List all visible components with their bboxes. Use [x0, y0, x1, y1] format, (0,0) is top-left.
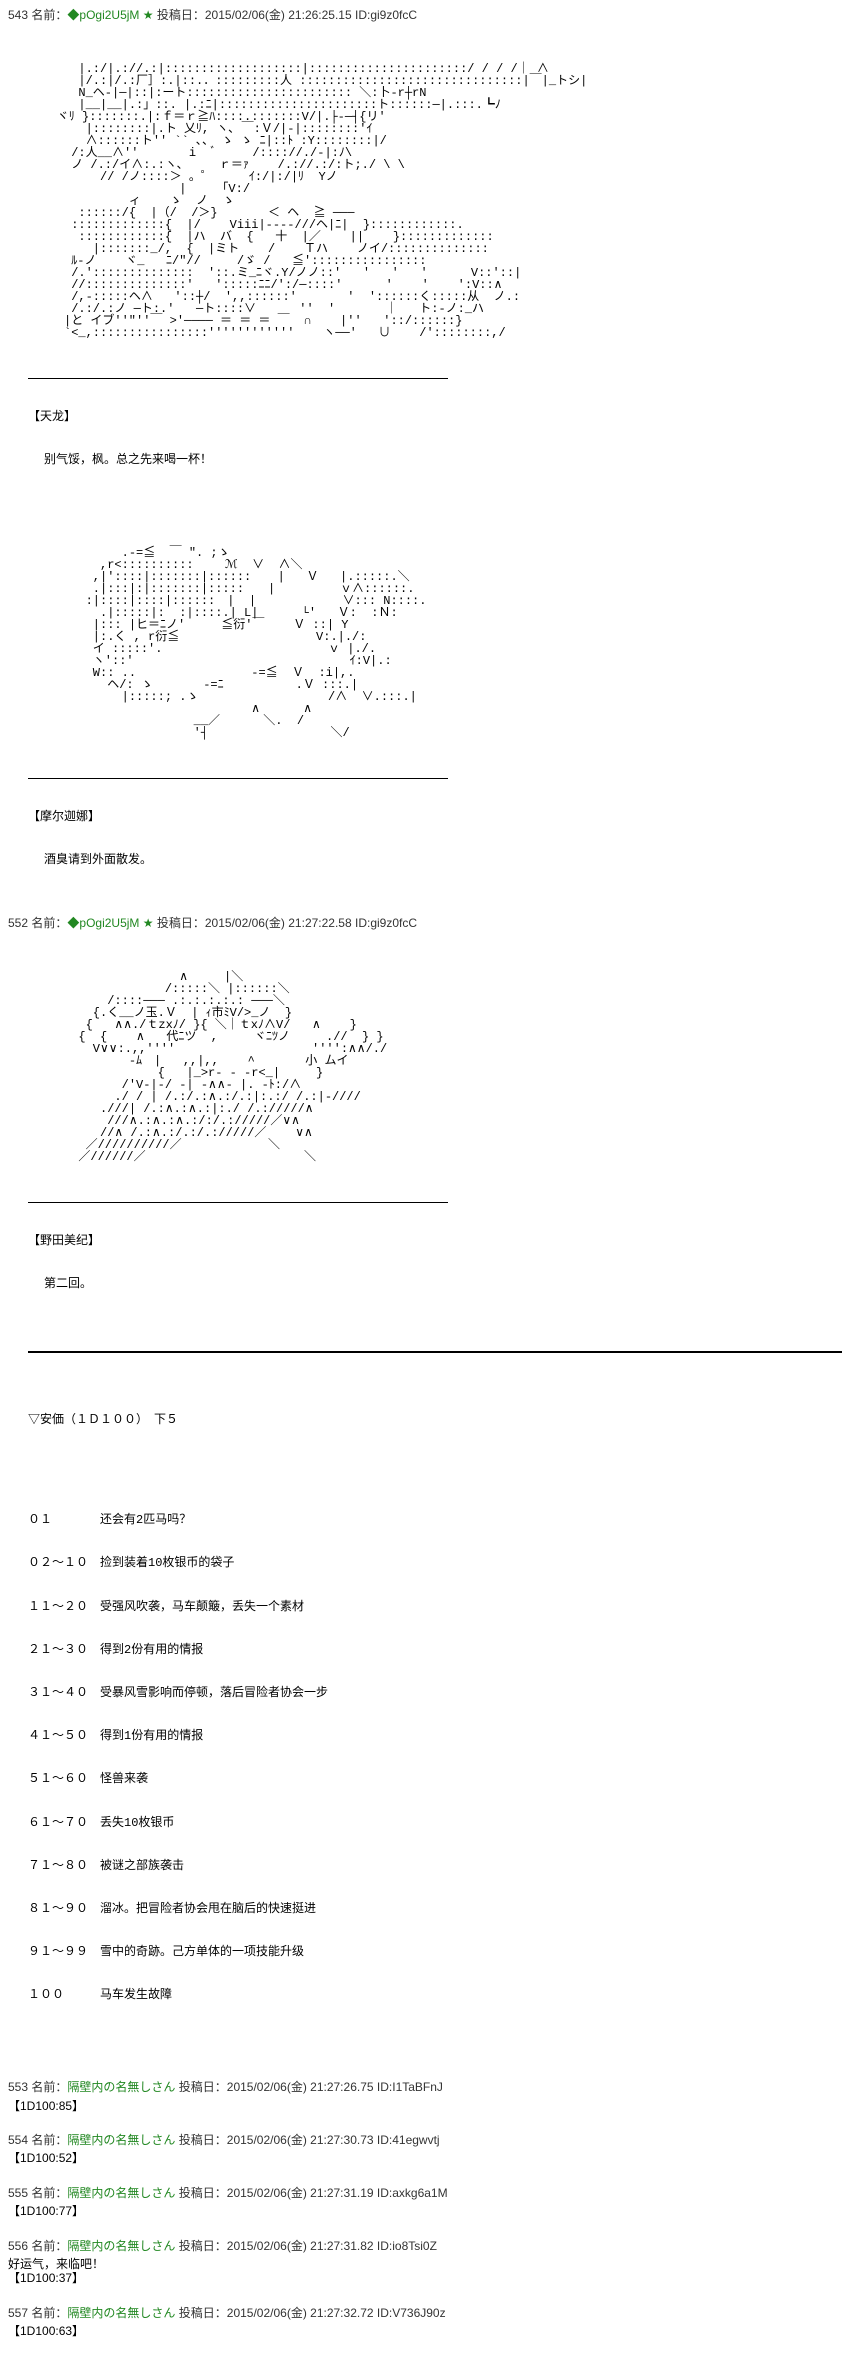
option-row: １１～２０ 受强风吹袭，马车颠簸，丢失一个素材 [28, 1600, 842, 1614]
ascii-art-3: ∧ |＼ /:::::＼ |::::::＼ /::::─── .:.:.:.:.… [28, 971, 842, 1163]
poster-name: 隔壁内の名無しさん [67, 2133, 175, 2147]
ascii-art-1: |.:/|.://.:|:::::::::::::::::::|::::::::… [28, 63, 842, 339]
post-date: 2015/02/06(金) 21:27:22.58 [205, 916, 352, 930]
poster-name: 隔壁内の名無しさん [67, 2080, 175, 2094]
post-body: 【1D100:37】 [8, 2271, 842, 2285]
option-row: ９１～９９ 雪中的奇跡。己方单体的一项技能升级 [28, 1945, 842, 1959]
character-name: 【摩尔迦娜】 [28, 810, 842, 824]
post-id: 41egwvtj [392, 2133, 439, 2147]
post-date: 2015/02/06(金) 21:27:26.75 [227, 2080, 374, 2094]
option-row: ４１～５０ 得到1份有用的情报 [28, 1729, 842, 1743]
dialog-text: 酒臭请到外面散发。 [44, 853, 842, 867]
date-label: 投稿日： [179, 2080, 227, 2094]
post-number: 555 [8, 2186, 28, 2200]
post-555: 555 名前：隔壁内の名無しさん 投稿日：2015/02/06(金) 21:27… [8, 2186, 842, 2219]
post-date: 2015/02/06(金) 21:26:25.15 [205, 8, 352, 22]
post-date: 2015/02/06(金) 21:27:30.73 [227, 2133, 374, 2147]
name-label: 名前： [31, 2186, 67, 2200]
option-row: ２１～３０ 得到2份有用的情报 [28, 1643, 842, 1657]
post-number: 556 [8, 2239, 28, 2253]
date-label: 投稿日： [157, 8, 205, 22]
name-label: 名前： [31, 2239, 67, 2253]
poster-name: 隔壁内の名無しさん [67, 2186, 175, 2200]
id-label: ID: [377, 2186, 392, 2200]
date-label: 投稿日： [179, 2133, 227, 2147]
post-body-pre: 好运气，来临吧！ [8, 2257, 842, 2271]
post-header: 555 名前：隔壁内の名無しさん 投稿日：2015/02/06(金) 21:27… [8, 2186, 842, 2200]
post-557: 557 名前：隔壁内の名無しさん 投稿日：2015/02/06(金) 21:27… [8, 2306, 842, 2339]
option-row: ８１～９０ 溜冰。把冒险者协会甩在脑后的快速挺进 [28, 1902, 842, 1916]
post-header: 554 名前：隔壁内の名無しさん 投稿日：2015/02/06(金) 21:27… [8, 2133, 842, 2147]
id-label: ID: [377, 2306, 392, 2320]
anka-header: ▽安価（１Ｄ１００） 下５ [28, 1413, 842, 1427]
post-header: 557 名前：隔壁内の名無しさん 投稿日：2015/02/06(金) 21:27… [8, 2306, 842, 2320]
divider [28, 378, 448, 379]
divider [28, 778, 448, 779]
post-id: V736J90z [392, 2306, 445, 2320]
option-row: ６１～７０ 丢失10枚银币 [28, 1816, 842, 1830]
post-number: 543 [8, 8, 28, 22]
ascii-art-2: .-=≦ ￣ ". ;ゝ ,r<:::::::::: ℳ ∨ ∧＼ ,|':::… [28, 547, 842, 739]
post-number: 554 [8, 2133, 28, 2147]
option-row: １００ 马车发生故障 [28, 1988, 842, 2002]
options-list: ０１ 还会有2匹马吗？ ０２～１０ 捡到装着10枚银币的袋子 １１～２０ 受强风… [28, 1485, 842, 2032]
post-554: 554 名前：隔壁内の名無しさん 投稿日：2015/02/06(金) 21:27… [8, 2133, 842, 2166]
id-label: ID: [377, 2133, 392, 2147]
post-date: 2015/02/06(金) 21:27:31.19 [227, 2186, 374, 2200]
post-header: 553 名前：隔壁内の名無しさん 投稿日：2015/02/06(金) 21:27… [8, 2080, 842, 2094]
id-label: ID: [377, 2080, 392, 2094]
date-label: 投稿日： [157, 916, 205, 930]
option-row: ５１～６０ 怪兽来袭 [28, 1772, 842, 1786]
option-row: ０２～１０ 捡到装着10枚银币的袋子 [28, 1556, 842, 1570]
post-body: |.:/|.://.:|:::::::::::::::::::|::::::::… [28, 26, 842, 896]
post-id: gi9z0fcC [370, 916, 417, 930]
name-label: 名前： [31, 2306, 67, 2320]
post-body: ∧ |＼ /:::::＼ |::::::＼ /::::─── .:.:.:.:.… [28, 935, 842, 2061]
post-date: 2015/02/06(金) 21:27:32.72 [227, 2306, 374, 2320]
dialog-text: 第二回。 [44, 1277, 842, 1291]
id-label: ID: [355, 916, 370, 930]
poster-name: 隔壁内の名無しさん [67, 2306, 175, 2320]
id-label: ID: [355, 8, 370, 22]
post-556: 556 名前：隔壁内の名無しさん 投稿日：2015/02/06(金) 21:27… [8, 2239, 842, 2286]
post-number: 557 [8, 2306, 28, 2320]
post-553: 553 名前：隔壁内の名無しさん 投稿日：2015/02/06(金) 21:27… [8, 2080, 842, 2113]
post-id: io8Tsi0Z [392, 2239, 437, 2253]
post-543: 543 名前：◆pOgi2U5jM ★ 投稿日：2015/02/06(金) 21… [8, 8, 842, 896]
poster-name: ◆pOgi2U5jM ★ [67, 916, 153, 930]
post-header: 552 名前：◆pOgi2U5jM ★ 投稿日：2015/02/06(金) 21… [8, 916, 842, 930]
post-date: 2015/02/06(金) 21:27:31.82 [227, 2239, 374, 2253]
date-label: 投稿日： [179, 2186, 227, 2200]
id-label: ID: [377, 2239, 392, 2253]
post-number: 552 [8, 916, 28, 930]
post-id: I1TaBFnJ [392, 2080, 443, 2094]
post-body: 【1D100:77】 [8, 2204, 842, 2218]
post-id: axkg6a1M [392, 2186, 447, 2200]
post-id: gi9z0fcC [370, 8, 417, 22]
post-number: 553 [8, 2080, 28, 2094]
post-body: 【1D100:85】 [8, 2099, 842, 2113]
character-name: 【野田美纪】 [28, 1234, 842, 1248]
poster-name: 隔壁内の名無しさん [67, 2239, 175, 2253]
name-label: 名前： [31, 916, 67, 930]
name-label: 名前： [31, 8, 67, 22]
character-name: 【天龙】 [28, 410, 842, 424]
name-label: 名前： [31, 2133, 67, 2147]
poster-name: ◆pOgi2U5jM ★ [67, 8, 153, 22]
option-row: ３１～４０ 受暴风雪影响而停顿，落后冒险者协会一步 [28, 1686, 842, 1700]
option-row: ７１～８０ 被谜之部族袭击 [28, 1859, 842, 1873]
dialog-text: 别气馁，枫。总之先来喝一杯！ [44, 453, 842, 467]
divider [28, 1202, 448, 1203]
post-header: 556 名前：隔壁内の名無しさん 投稿日：2015/02/06(金) 21:27… [8, 2239, 842, 2253]
post-header: 543 名前：◆pOgi2U5jM ★ 投稿日：2015/02/06(金) 21… [8, 8, 842, 22]
name-label: 名前： [31, 2080, 67, 2094]
post-body: 【1D100:52】 [8, 2151, 842, 2165]
post-552: 552 名前：◆pOgi2U5jM ★ 投稿日：2015/02/06(金) 21… [8, 916, 842, 2060]
divider-thick [28, 1351, 842, 1353]
option-row: ０１ 还会有2匹马吗？ [28, 1513, 842, 1527]
date-label: 投稿日： [179, 2239, 227, 2253]
date-label: 投稿日： [179, 2306, 227, 2320]
post-body: 【1D100:63】 [8, 2324, 842, 2338]
